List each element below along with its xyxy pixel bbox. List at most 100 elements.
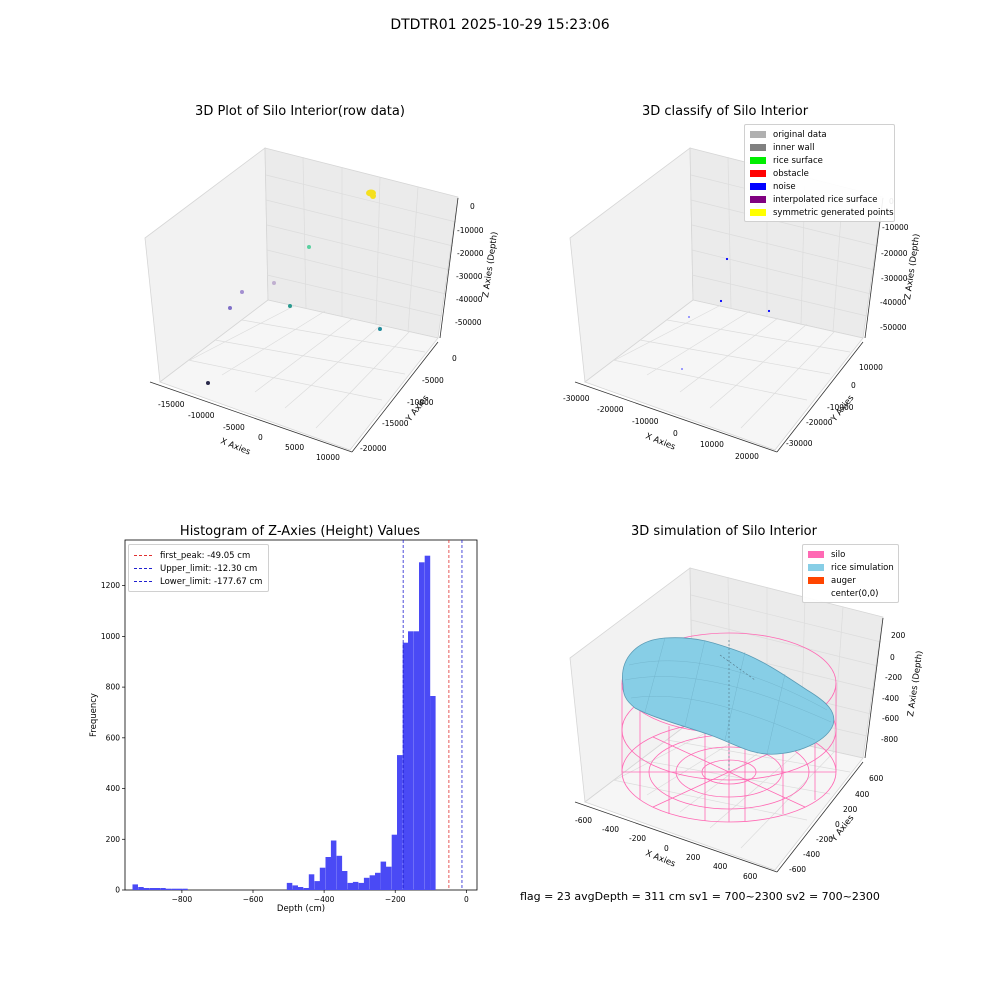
classify-z-tick: -30000: [881, 274, 908, 283]
histogram-x-tick-label: −400: [314, 895, 335, 904]
histogram-x-tick-label: −200: [385, 895, 406, 904]
sim-z-tick: 0: [890, 653, 895, 662]
legend-item-original-data: original data: [750, 128, 888, 141]
classify-y-tick: -20000: [806, 418, 833, 427]
raw-pane-floor: [159, 299, 439, 451]
sim-z-tick: -800: [881, 735, 898, 744]
sim-z-tick: -600: [882, 714, 899, 723]
legend-item-center: center(0,0): [831, 588, 879, 599]
histogram-bar: [154, 888, 160, 890]
legend-item-rice-simulation: rice simulation: [808, 561, 894, 574]
histogram-chart: −800 −600 −400 −200 0 020040060080010001200 …: [89, 539, 478, 914]
raw-x-tick: -15000: [158, 400, 185, 409]
classify-x-tick: 0: [673, 429, 678, 438]
histogram-vlines: [402, 540, 463, 890]
classify-x-tick: -30000: [563, 394, 590, 403]
classify-point: [725, 257, 729, 261]
histogram-bar: [160, 888, 166, 890]
classify-point: [681, 368, 683, 370]
sim-x-axis-line: [574, 801, 778, 873]
sim-x-tick: -600: [575, 816, 592, 825]
histogram-bar: [292, 885, 298, 890]
sim-y-axis-line: [776, 761, 864, 873]
raw-point: [240, 290, 244, 294]
sim-x-tick: -200: [629, 834, 646, 843]
legend-item-rice-surface: rice surface: [750, 154, 888, 167]
histogram-legend: first_peak: -49.05 cm Upper_limit: -12.3…: [128, 544, 269, 592]
raw-z-tick: -50000: [455, 318, 482, 327]
classify-point: [688, 316, 690, 318]
histogram-bar: [341, 871, 348, 890]
histogram-bar: [430, 696, 436, 890]
histogram-bar: [380, 861, 387, 890]
raw-cluster-point: [370, 193, 376, 199]
histogram-bar: [358, 882, 365, 890]
classify-legend: original data inner wall rice surface ob…: [744, 124, 895, 222]
histogram-bar: [286, 882, 293, 890]
simulation-legend: silo rice simulation auger center(0,0): [802, 544, 899, 603]
histogram-y-tick-label: 400: [106, 784, 121, 793]
sim-y-tick: 400: [855, 790, 870, 799]
classify-z-label: Z Axies (Depth): [903, 233, 922, 300]
legend-item-first-peak: first_peak: -49.05 cm: [134, 549, 262, 562]
histogram-y-tick-label: 200: [106, 835, 121, 844]
raw-z-tick: -40000: [456, 295, 483, 304]
classify-3d-plot: -30000 -20000 -10000 0 10000 20000 10000…: [563, 147, 922, 461]
raw-z-label: Z Axies (Depth): [481, 231, 500, 298]
legend-item-noise: noise: [750, 180, 888, 193]
sim-x-label: X Axies: [644, 849, 677, 870]
classify-x-tick: 10000: [700, 440, 724, 449]
histogram-y-label: Frequency: [89, 693, 99, 737]
raw-3d-plot: -15000 -10000 -5000 0 5000 10000 0 -5000…: [144, 147, 500, 462]
classify-y-axis-line: [776, 341, 864, 453]
raw-x-tick: -5000: [223, 423, 245, 432]
histogram-bar: [171, 888, 177, 890]
classify-y-tick: -30000: [786, 439, 813, 448]
legend-item-silo: silo: [808, 548, 892, 561]
histogram-y-tick-label: 800: [106, 683, 121, 692]
raw-point: [378, 327, 382, 331]
raw-y-tick: 0: [452, 354, 457, 363]
histogram-y-tick-label: 1200: [101, 581, 120, 590]
histogram-bar: [330, 840, 337, 890]
histogram-y-tick-label: 600: [106, 733, 121, 742]
histogram-bar: [149, 888, 155, 890]
histogram-bar: [308, 874, 315, 890]
histogram-bars: [132, 555, 436, 890]
histogram-bar: [397, 755, 403, 890]
sim-y-label: Y Axies: [829, 813, 857, 845]
histogram-x-tick-label: −600: [243, 895, 264, 904]
rice-mesh: [624, 637, 832, 755]
raw-x-axis-line: [149, 381, 353, 453]
histogram-bar: [325, 857, 331, 890]
raw-z-tick: -10000: [457, 226, 484, 235]
figure-title: DTDTR01 2025-10-29 15:23:06: [390, 17, 610, 33]
histogram-bar: [391, 834, 398, 890]
histogram-bar: [347, 882, 354, 890]
raw-point: [307, 245, 311, 249]
raw-x-label: X Axies: [219, 437, 252, 458]
sim-x-tick: 200: [686, 853, 701, 862]
raw-z-tick: 0: [470, 202, 475, 211]
histogram-bar: [143, 888, 149, 890]
histogram-y-tick-label: 0: [115, 886, 120, 895]
raw-z-tick: -30000: [456, 272, 483, 281]
histogram-bar: [336, 855, 343, 890]
histogram-x-tick-label: 0: [464, 895, 469, 904]
raw-y-tick: -15000: [382, 419, 409, 428]
panel-title-raw: 3D Plot of Silo Interior(row data): [195, 104, 405, 119]
sim-z-tick: -200: [885, 673, 902, 682]
sim-y-tick: -200: [816, 835, 833, 844]
legend-item-symmetric-generated-points: symmetric generated points: [750, 206, 894, 219]
status-footer: flag = 23 avgDepth = 311 cm sv1 = 700~23…: [520, 890, 880, 903]
histogram-bar: [165, 888, 171, 890]
histogram-y-tick-label: 1000: [101, 632, 120, 641]
sim-y-tick: 600: [869, 774, 884, 783]
classify-x-tick: 20000: [735, 452, 759, 461]
panel-title-classify: 3D classify of Silo Interior: [641, 104, 809, 119]
sim-x-tick: 0: [664, 844, 669, 853]
histogram-y-ticks: 0 200 400 600 800 1000 1200: [101, 581, 125, 895]
classify-point: [767, 309, 771, 313]
histogram-bar: [319, 867, 326, 890]
histogram-bar: [138, 887, 144, 890]
